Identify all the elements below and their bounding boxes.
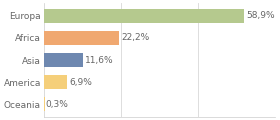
- Bar: [44, 53, 83, 67]
- Text: 22,2%: 22,2%: [121, 33, 150, 42]
- Text: 58,9%: 58,9%: [246, 11, 275, 20]
- Text: 11,6%: 11,6%: [85, 55, 114, 65]
- Bar: [44, 9, 244, 23]
- Bar: [44, 75, 67, 89]
- Text: 6,9%: 6,9%: [69, 78, 92, 87]
- Text: 0,3%: 0,3%: [46, 100, 69, 109]
- Bar: [44, 97, 45, 111]
- Bar: [44, 31, 119, 45]
